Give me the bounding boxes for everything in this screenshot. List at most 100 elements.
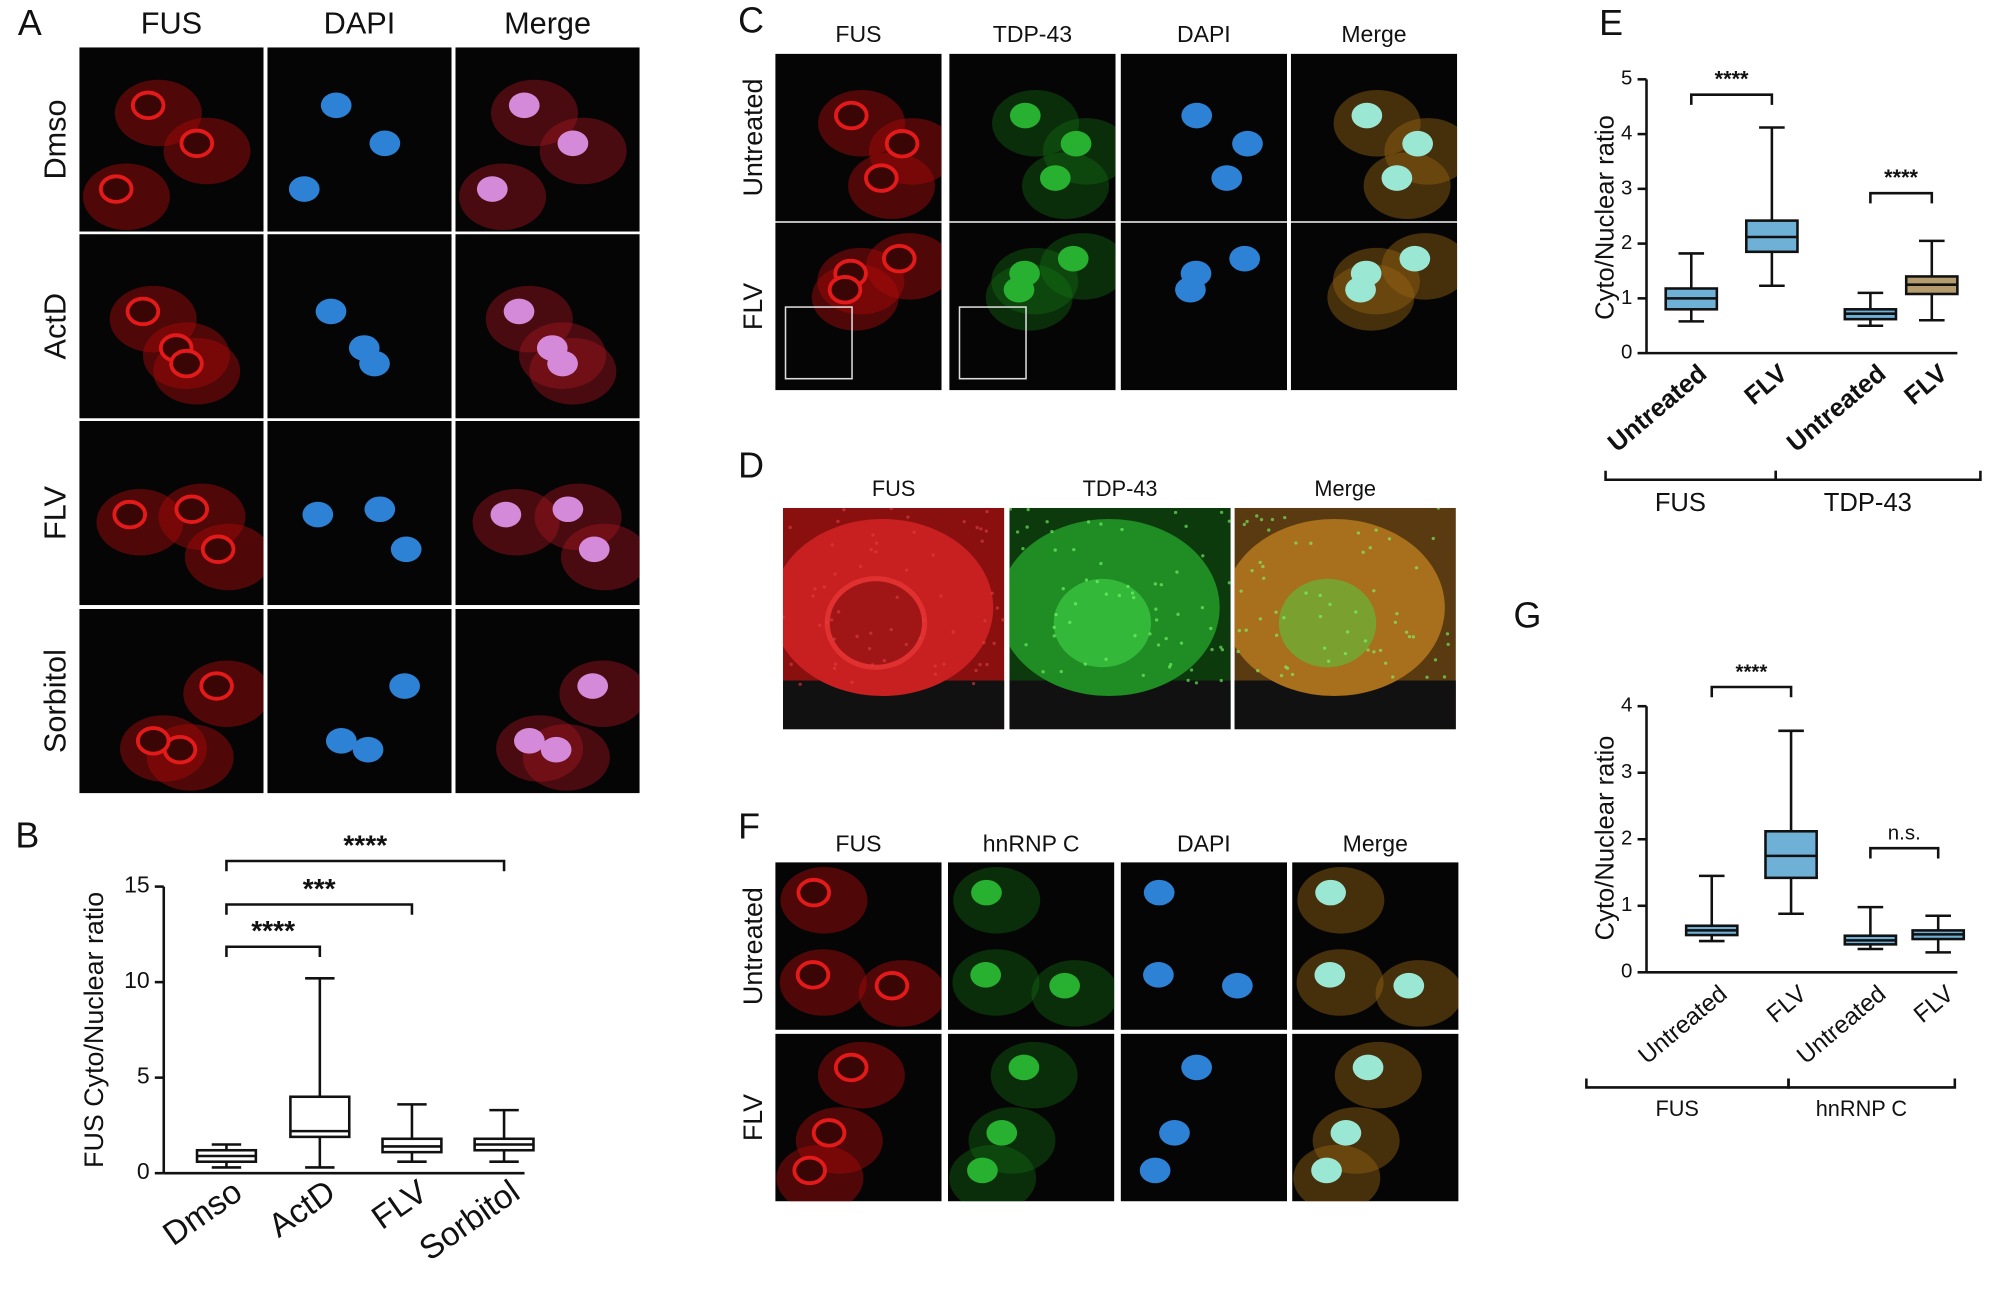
speckle — [870, 663, 875, 667]
speckle — [1099, 561, 1103, 566]
row-label: Dmso — [38, 99, 73, 179]
y-tick-label: 1 — [1621, 893, 1632, 916]
speckle — [1184, 524, 1188, 529]
nucleus — [174, 494, 210, 524]
column-label: FUS — [835, 831, 881, 857]
nucleus — [884, 128, 920, 159]
nucleus — [1143, 962, 1174, 988]
speckle — [836, 610, 841, 614]
micrograph-content — [775, 1033, 942, 1202]
micrograph — [947, 862, 1115, 1030]
speckle — [1173, 510, 1178, 515]
speckle — [1387, 537, 1392, 541]
speckle — [995, 606, 1000, 610]
speckle — [1210, 647, 1214, 652]
speckle — [1391, 675, 1395, 679]
speckle — [1345, 630, 1350, 634]
y-tick-label: 4 — [1621, 121, 1632, 144]
speckle — [1294, 541, 1298, 545]
micrograph-content — [949, 53, 1116, 222]
significance-bracket — [225, 903, 414, 915]
micrograph — [1290, 53, 1458, 222]
speckle — [1084, 578, 1089, 582]
micrograph — [455, 234, 640, 419]
nucleus — [1060, 130, 1092, 157]
speckle — [1442, 675, 1447, 679]
speckle — [1356, 531, 1361, 535]
nucleus — [1139, 1157, 1171, 1184]
speckle — [1120, 527, 1124, 532]
speckle — [1267, 528, 1271, 532]
x-tick-label: Untreated — [1792, 980, 1891, 1069]
column-label: Merge — [1341, 21, 1406, 47]
panel-letter: F — [738, 806, 760, 846]
x-tick-label: FLV — [1762, 980, 1813, 1029]
speckle — [962, 520, 966, 524]
panel-letter: D — [738, 446, 764, 486]
x-tick-label: FLV — [1899, 359, 1953, 410]
speckle — [871, 533, 875, 537]
group-bracket — [1787, 1078, 1957, 1089]
speckle — [858, 564, 863, 569]
nucleus — [390, 536, 422, 563]
significance-label: n.s. — [1888, 822, 1921, 845]
speckle — [984, 529, 989, 533]
speckle — [1175, 570, 1179, 574]
significance-bracket — [1869, 191, 1934, 204]
speckle — [1095, 579, 1099, 584]
speckle — [1045, 520, 1049, 524]
speckle — [933, 672, 938, 676]
micrograph — [267, 608, 452, 794]
nucleus — [1229, 245, 1261, 272]
micrograph-content — [455, 234, 640, 419]
speckle — [1201, 554, 1205, 558]
speckle — [1141, 673, 1145, 678]
nucleus — [540, 736, 572, 763]
column-label: TDP-43 — [993, 21, 1072, 47]
nucleus — [508, 92, 540, 119]
nucleus — [1049, 972, 1081, 999]
speckle — [833, 662, 838, 666]
speckle — [1282, 616, 1286, 620]
nucleus — [1352, 1054, 1384, 1081]
micrograph — [267, 47, 452, 232]
group-label: FUS — [1655, 1096, 1698, 1121]
group-bracket — [1774, 470, 1982, 482]
speckle — [1104, 657, 1108, 661]
speckle — [855, 634, 859, 638]
speckle — [1436, 507, 1441, 510]
column-label: FUS — [835, 21, 881, 47]
micrograph — [947, 1033, 1115, 1202]
speckle — [1021, 546, 1025, 551]
speckle — [1393, 620, 1398, 625]
speckle — [1072, 547, 1076, 552]
column-label: DAPI — [1177, 831, 1231, 857]
speckle — [1025, 525, 1029, 529]
column-label: FUS — [141, 6, 202, 41]
micrograph-content — [1290, 222, 1458, 391]
speckle — [1445, 632, 1450, 636]
nucleus — [795, 960, 831, 990]
significance-label: *** — [303, 873, 336, 904]
micrograph — [775, 53, 942, 222]
micrograph-content — [79, 420, 264, 606]
speckle — [850, 680, 854, 685]
speckle — [1328, 602, 1332, 607]
panel-letter: A — [18, 3, 42, 43]
y-tick-label: 2 — [1621, 827, 1632, 850]
speckle — [904, 642, 908, 647]
x-tick-label: Untreated — [1633, 980, 1732, 1069]
speckle — [942, 662, 946, 666]
micrograph — [1292, 862, 1459, 1030]
speckle — [1159, 583, 1164, 587]
image-background — [1120, 53, 1288, 222]
speckle — [788, 525, 792, 530]
speckle — [1052, 625, 1056, 630]
nucleus — [834, 100, 869, 131]
y-tick-label: 0 — [1621, 960, 1632, 983]
speckle — [990, 591, 994, 595]
speckle — [1378, 648, 1383, 653]
nucleus — [552, 496, 584, 523]
speckle — [1407, 634, 1412, 639]
speckle — [1154, 607, 1158, 611]
